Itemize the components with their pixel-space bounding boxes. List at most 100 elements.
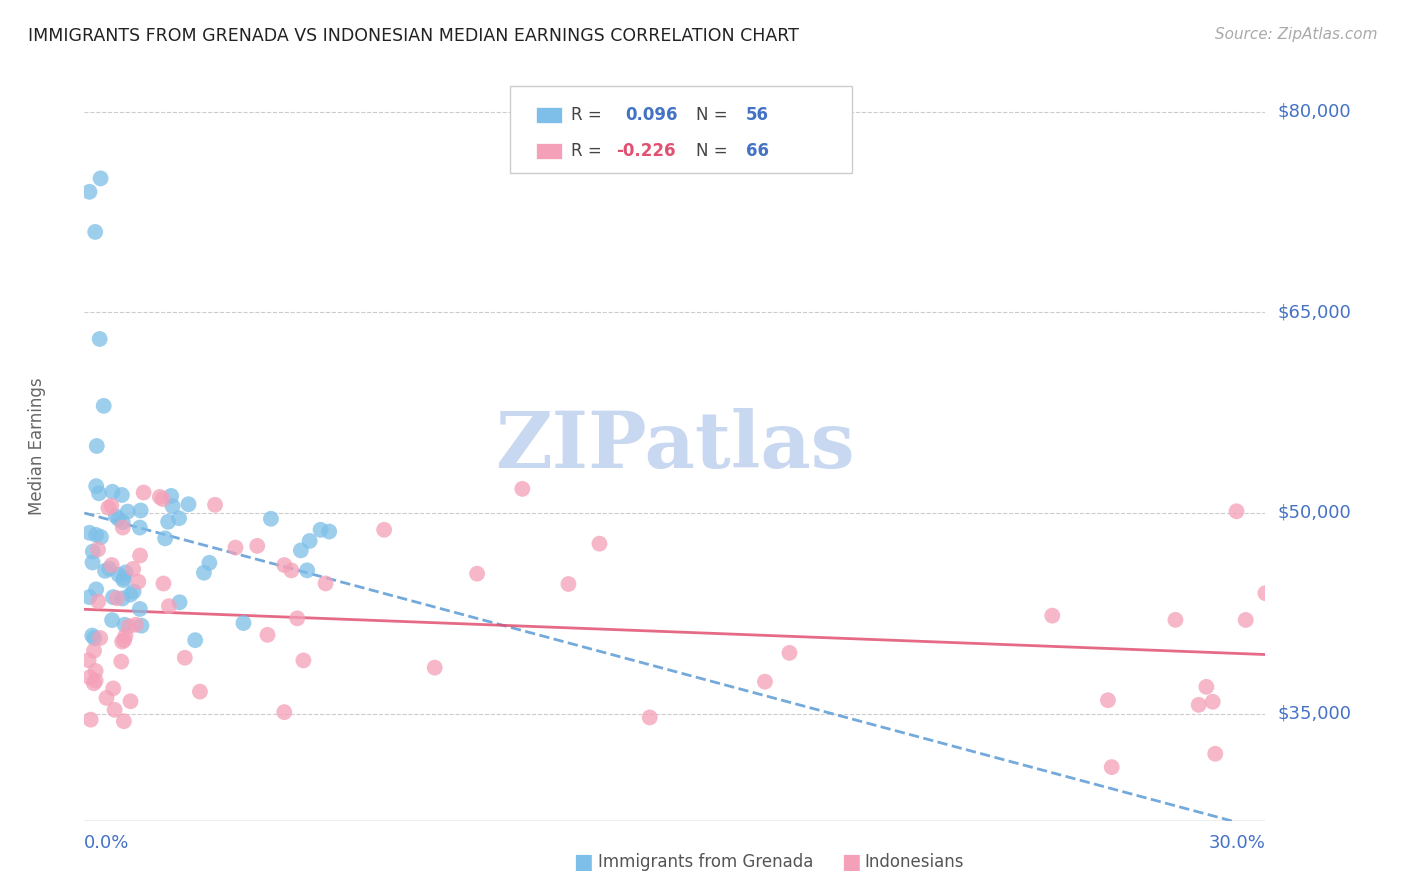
- Point: [122, 562, 145, 576]
- Point: [162, 499, 184, 513]
- Point: [90, 530, 112, 544]
- Point: [152, 492, 174, 507]
- Point: [101, 613, 124, 627]
- Point: [93, 399, 115, 413]
- Point: [79, 185, 101, 199]
- Point: [111, 591, 134, 606]
- Point: [198, 556, 221, 570]
- Text: $50,000: $50,000: [1277, 504, 1351, 522]
- Point: [465, 566, 488, 581]
- Point: [285, 611, 308, 625]
- Point: [129, 549, 152, 563]
- Point: [84, 479, 107, 493]
- Point: [110, 655, 132, 669]
- Point: [84, 225, 107, 239]
- Text: 30.0%: 30.0%: [1209, 834, 1265, 852]
- Text: Immigrants from Grenada: Immigrants from Grenada: [598, 853, 813, 871]
- Point: [105, 591, 128, 606]
- Point: [132, 485, 155, 500]
- Point: [280, 563, 302, 577]
- Point: [87, 594, 110, 608]
- Point: [193, 566, 215, 580]
- Text: N =: N =: [696, 142, 733, 160]
- Point: [778, 646, 800, 660]
- Point: [128, 602, 150, 616]
- Point: [273, 705, 295, 719]
- Point: [290, 543, 312, 558]
- Point: [173, 650, 195, 665]
- Point: [1097, 693, 1119, 707]
- Point: [1188, 698, 1211, 712]
- Text: $80,000: $80,000: [1277, 103, 1351, 120]
- Point: [224, 541, 246, 555]
- Point: [510, 482, 533, 496]
- Text: 0.096: 0.096: [626, 106, 678, 124]
- Point: [149, 490, 172, 504]
- Point: [125, 617, 148, 632]
- Point: [100, 499, 122, 513]
- Point: [184, 633, 207, 648]
- Point: [86, 439, 108, 453]
- Point: [83, 676, 105, 690]
- Point: [84, 673, 107, 688]
- Point: [260, 512, 283, 526]
- Point: [114, 629, 136, 643]
- Point: [120, 694, 142, 708]
- Point: [256, 628, 278, 642]
- Point: [373, 523, 395, 537]
- Point: [101, 484, 124, 499]
- Point: [129, 503, 152, 517]
- Point: [97, 500, 120, 515]
- Point: [101, 590, 124, 604]
- Point: [77, 653, 100, 667]
- Point: [104, 703, 127, 717]
- Point: [153, 532, 176, 546]
- Point: [80, 713, 103, 727]
- Point: [295, 563, 318, 577]
- Point: [167, 511, 190, 525]
- Point: [111, 488, 134, 502]
- Point: [104, 509, 127, 524]
- Point: [83, 643, 105, 657]
- Point: [90, 171, 112, 186]
- Point: [84, 582, 107, 597]
- Point: [79, 590, 101, 604]
- Text: N =: N =: [696, 106, 733, 124]
- FancyBboxPatch shape: [536, 107, 561, 123]
- Point: [177, 497, 200, 511]
- Point: [107, 512, 129, 526]
- Point: [111, 516, 134, 530]
- Point: [87, 486, 110, 500]
- Point: [87, 542, 110, 557]
- Point: [112, 633, 135, 648]
- Text: $65,000: $65,000: [1277, 303, 1351, 321]
- Point: [112, 571, 135, 585]
- Point: [1164, 613, 1187, 627]
- Point: [1204, 747, 1226, 761]
- Point: [98, 562, 121, 576]
- Text: R =: R =: [571, 106, 612, 124]
- Point: [309, 523, 332, 537]
- Point: [318, 524, 340, 539]
- Point: [292, 653, 315, 667]
- Point: [188, 684, 211, 698]
- Point: [112, 714, 135, 729]
- Point: [298, 533, 321, 548]
- Point: [122, 584, 145, 599]
- Point: [114, 617, 136, 632]
- Point: [246, 539, 269, 553]
- Point: [754, 674, 776, 689]
- Point: [107, 567, 129, 582]
- Text: Median Earnings: Median Earnings: [28, 377, 46, 515]
- Point: [94, 564, 117, 578]
- Point: [114, 566, 136, 580]
- Point: [1234, 613, 1257, 627]
- Point: [89, 332, 111, 346]
- Text: ■: ■: [841, 852, 860, 871]
- Point: [1195, 680, 1218, 694]
- Point: [111, 520, 134, 534]
- FancyBboxPatch shape: [536, 143, 561, 159]
- Point: [157, 515, 180, 529]
- Point: [638, 710, 661, 724]
- Point: [118, 619, 141, 633]
